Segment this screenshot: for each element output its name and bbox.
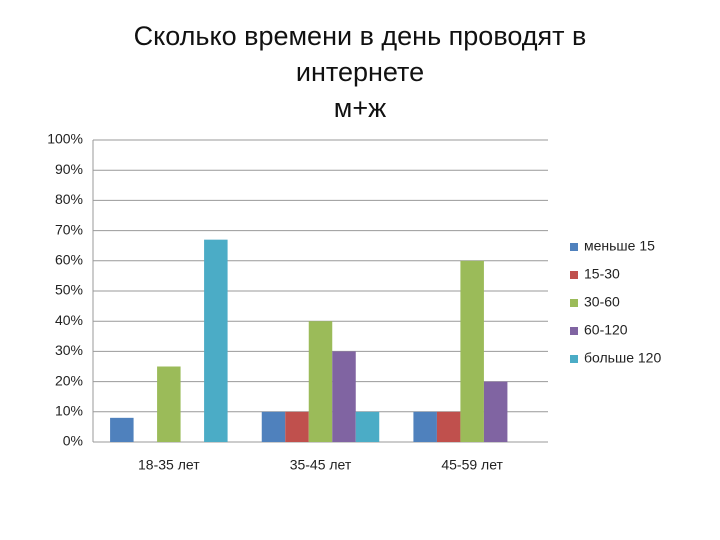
bar [261,411,286,442]
x-tick-label: 45-59 лет [441,457,503,473]
bar [483,381,508,442]
y-tick-label: 20% [55,372,83,388]
x-tick-label: 18-35 лет [138,457,200,473]
y-tick-label: 50% [55,282,83,298]
chart-subtitle: м+ж [333,93,387,123]
x-tick-label: 35-45 лет [290,457,352,473]
y-tick-label: 40% [55,312,83,328]
bar [436,411,461,442]
chart-title: Сколько времени в день проводят в интерн… [133,21,587,87]
bar [204,239,228,442]
legend-label: 60-120 [584,322,628,338]
y-tick-label: 60% [55,252,83,268]
legend-label: 15-30 [584,266,620,282]
legend-label: 30-60 [584,294,620,310]
bar [332,351,356,442]
y-tick-label: 70% [55,221,83,237]
legend-label: больше 120 [584,350,661,366]
y-tick-label: 10% [55,403,83,419]
y-tick-label: 90% [55,161,83,177]
bar [110,417,134,442]
legend-swatch [570,243,578,251]
bar [285,411,309,442]
bar [413,411,437,442]
y-tick-label: 30% [55,342,83,358]
legend-label: меньше 15 [584,238,655,254]
legend-swatch [570,327,578,335]
bar [157,366,181,442]
legend-swatch [570,271,578,279]
title-block: Сколько времени в день проводят в интерн… [90,18,630,126]
bar [355,411,380,442]
legend-swatch [570,299,578,307]
y-tick-label: 100% [47,131,83,147]
y-tick-label: 0% [63,433,83,449]
bar [460,260,484,442]
bar [308,321,333,442]
y-tick-label: 80% [55,191,83,207]
legend-swatch [570,355,578,363]
